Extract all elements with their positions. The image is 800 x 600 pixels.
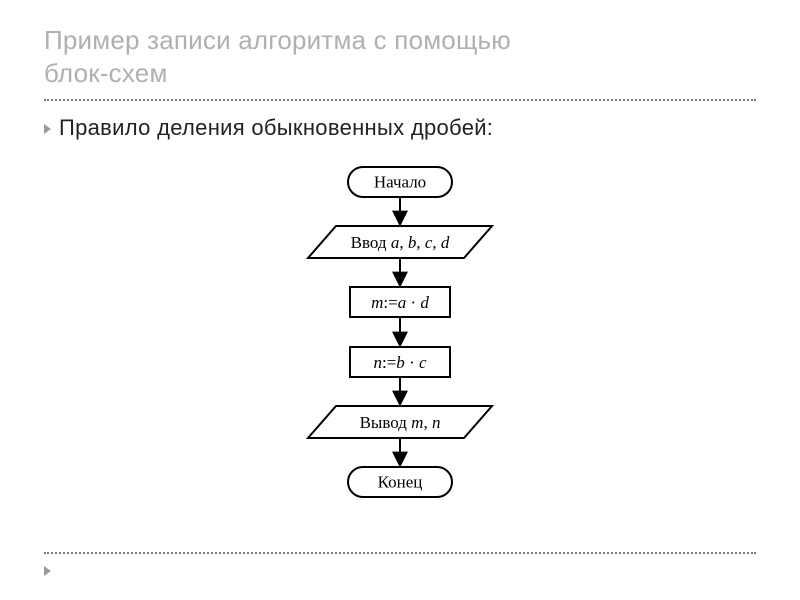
flow-node-label: Начало xyxy=(374,173,426,192)
subtitle: Правило деления обыкновенных дробей: xyxy=(59,115,493,141)
flowchart-container: Начало Ввод a, b, c, d m:=a · d n:=b · c Выв… xyxy=(0,162,800,522)
page-title: Пример записи алгоритма с помощью блок-с… xyxy=(44,24,756,89)
flowchart: Начало Ввод a, b, c, d m:=a · d n:=b · c Выв… xyxy=(270,162,530,522)
divider-top xyxy=(44,99,756,101)
flow-node-label: Ввод a, b, c, d xyxy=(351,233,450,252)
title-line-1: Пример записи алгоритма с помощью xyxy=(44,25,511,55)
subtitle-row: Правило деления обыкновенных дробей: xyxy=(44,115,756,141)
flow-node-end: Конец xyxy=(348,467,452,497)
flow-node-label: m:=a · d xyxy=(371,293,429,312)
slide: Пример записи алгоритма с помощью блок-с… xyxy=(0,0,800,600)
bullet-caret-bottom-icon xyxy=(44,566,51,576)
flow-node-start: Начало xyxy=(348,167,452,197)
flow-node-proc2: n:=b · c xyxy=(350,347,450,377)
flow-node-label: Вывод m, n xyxy=(360,413,441,432)
title-line-2: блок-схем xyxy=(44,58,168,88)
flow-node-output: Вывод m, n xyxy=(308,406,492,438)
flow-node-label: Конец xyxy=(378,473,423,492)
divider-bottom xyxy=(44,552,756,554)
flow-node-input: Ввод a, b, c, d xyxy=(308,226,492,258)
bullet-caret-icon xyxy=(44,124,51,134)
flow-node-label: n:=b · c xyxy=(373,353,426,372)
flow-node-proc1: m:=a · d xyxy=(350,287,450,317)
